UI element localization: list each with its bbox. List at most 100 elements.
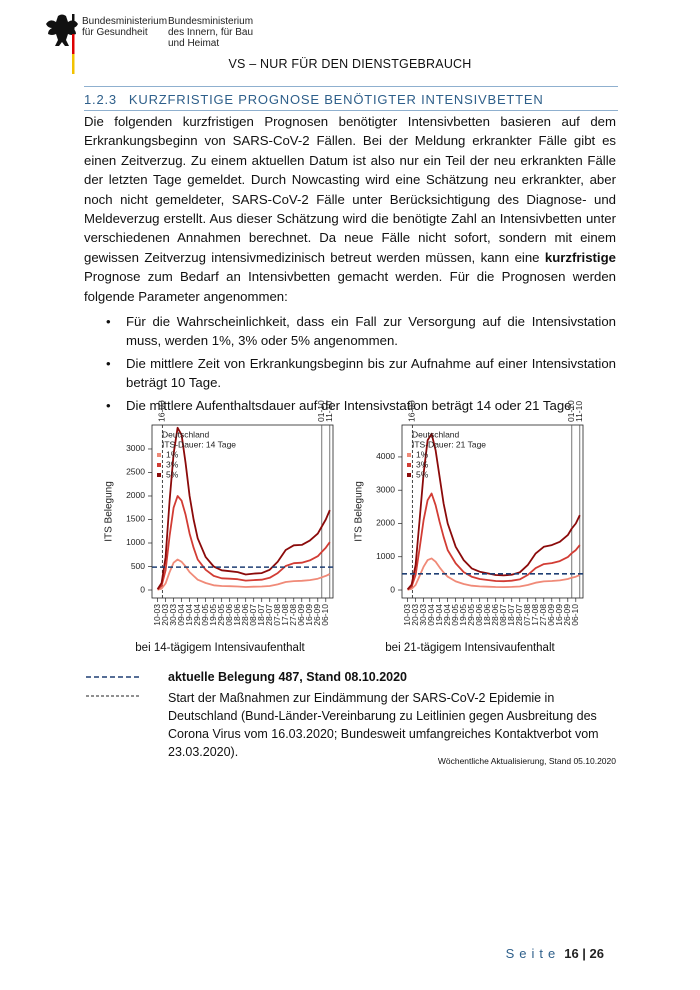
x-tick-label: 17-08 [530, 604, 540, 626]
ministry-line: Bundesministerium [82, 16, 168, 27]
bullet: Die mittlere Aufenthaltsdauer auf der In… [84, 396, 616, 416]
y-tick-label: 4000 [376, 451, 395, 461]
event-label: 11-10 [324, 401, 334, 422]
legend-label: 3% [416, 459, 429, 469]
legend-swatch [157, 463, 161, 467]
y-tick-label: 1000 [376, 551, 395, 561]
legend-title: ITS-Dauer: 21 Tage [412, 439, 486, 449]
page-label: Seite [505, 946, 561, 961]
section-title: KURZFRISTIGE PROGNOSE BENÖTIGTER INTENSI… [128, 92, 544, 107]
paragraph: Die folgenden kurzfristigen Prognosen be… [84, 112, 616, 306]
x-tick-label: 06-09 [296, 604, 306, 626]
caption: bei 14-tägigem Intensivaufenthalt [135, 642, 305, 654]
event-label: 01-10 [566, 400, 576, 422]
legend-swatch [407, 463, 411, 467]
x-tick-label: 28-07 [264, 604, 274, 626]
x-tick-label: 10-03 [152, 604, 162, 626]
x-tick-label: 18-06 [482, 604, 492, 626]
legend-label: 1% [416, 449, 429, 459]
x-tick-label: 07-08 [522, 604, 532, 626]
x-tick-label: 26-09 [312, 604, 322, 626]
x-tick-label: 28-07 [514, 604, 524, 626]
x-tick-label: 17-08 [280, 604, 290, 626]
caption: bei 21-tägigem Intensivaufenthalt [385, 642, 555, 654]
x-tick-label: 26-09 [562, 604, 572, 626]
x-tick-label: 19-05 [458, 604, 468, 626]
y-tick-label: 0 [140, 584, 145, 594]
y-tick-label: 500 [131, 561, 145, 571]
legend-swatch [157, 453, 161, 457]
ministry-line: für Gesundheit [82, 27, 148, 38]
x-tick-label: 29-05 [216, 604, 226, 626]
series-line [407, 492, 581, 591]
y-tick-label: 1500 [126, 514, 145, 524]
x-tick-label: 20-03 [410, 604, 420, 626]
bold-text: kurzfristige [544, 249, 616, 265]
x-tick-label: 06-10 [320, 604, 330, 626]
ministry-2: Bundesministerium des Innern, für Bau un… [168, 16, 253, 49]
y-tick-label: 0 [390, 584, 395, 594]
x-tick-label: 18-07 [506, 604, 516, 626]
legend-swatch [407, 473, 411, 477]
y-tick-label: 2000 [126, 490, 145, 500]
x-tick-label: 08-07 [248, 604, 258, 626]
x-tick-label: 09-05 [450, 604, 460, 626]
rule [84, 110, 618, 111]
series-line [406, 432, 581, 590]
chart: 0100020003000400010-0320-0330-0309-0419-… [354, 400, 584, 626]
legend-title: ITS-Dauer: 14 Tage [162, 439, 236, 449]
x-tick-label: 10-03 [402, 604, 412, 626]
ministry-line: Bundesministerium [168, 16, 254, 27]
x-tick-label: 27-08 [288, 604, 298, 626]
legend-label: 5% [166, 469, 179, 479]
logo [46, 14, 78, 74]
x-tick-label: 30-03 [418, 604, 428, 626]
y-tick-label: 3000 [126, 443, 145, 453]
page-number: Seite 16 | 26 [506, 946, 604, 961]
x-tick-label: 29-04 [442, 604, 452, 626]
event-label: 16-03 [407, 400, 417, 422]
x-tick-label: 27-08 [538, 604, 548, 626]
text: Die folgenden kurzfristigen Prognosen be… [84, 114, 616, 265]
x-tick-label: 08-06 [474, 604, 484, 626]
text: Prognose zum Bedarf an Intensivbetten ge… [84, 269, 616, 304]
legend-label: 3% [166, 459, 179, 469]
x-tick-label: 09-04 [426, 604, 436, 626]
y-tick-label: 2500 [126, 467, 145, 477]
plot-frame [151, 424, 334, 599]
section-number: 1.2.3 [84, 92, 117, 107]
legend-title: Deutschland [162, 429, 210, 439]
x-tick-label: 18-06 [232, 604, 242, 626]
section-heading: 1.2.3 KURZFRISTIGE PROGNOSE BENÖTIGTER IN… [84, 92, 556, 107]
series-line [157, 558, 331, 591]
series-line [156, 495, 331, 591]
footnote: Wöchentliche Aktualisierung, Stand 05.10… [437, 756, 616, 766]
x-tick-label: 09-04 [176, 604, 186, 626]
y-axis-label: ITS Belegung [354, 481, 365, 542]
x-tick-label: 28-06 [240, 604, 250, 626]
bullet: Die mittlere Zeit von Erkrankungsbeginn … [84, 354, 616, 393]
legend-text: aktuelle Belegung 487, Stand 08.10.2020 [168, 670, 408, 684]
chart: 05001000150020002500300010-0320-0330-030… [104, 400, 334, 626]
x-tick-label: 08-06 [224, 604, 234, 626]
series-line [156, 426, 331, 590]
x-tick-label: 28-06 [490, 604, 500, 626]
body-text: Die folgenden kurzfristigen Prognosen be… [84, 112, 616, 418]
legend-title: Deutschland [412, 429, 460, 439]
plot-frame [401, 424, 584, 599]
legend-swatch [157, 473, 161, 477]
x-tick-label: 09-05 [200, 604, 210, 626]
legend-label: 5% [416, 469, 429, 479]
ministry-1: Bundesministerium für Gesundheit [82, 16, 167, 38]
x-tick-label: 16-09 [304, 604, 314, 626]
x-tick-label: 06-10 [570, 604, 580, 626]
x-tick-label: 06-09 [546, 604, 556, 626]
x-tick-label: 30-03 [168, 604, 178, 626]
x-tick-label: 08-07 [498, 604, 508, 626]
y-tick-label: 3000 [376, 484, 395, 494]
x-tick-label: 16-09 [554, 604, 564, 626]
x-tick-label: 19-04 [184, 604, 194, 626]
x-tick-label: 19-05 [208, 604, 218, 626]
y-axis-label: ITS Belegung [104, 481, 115, 542]
